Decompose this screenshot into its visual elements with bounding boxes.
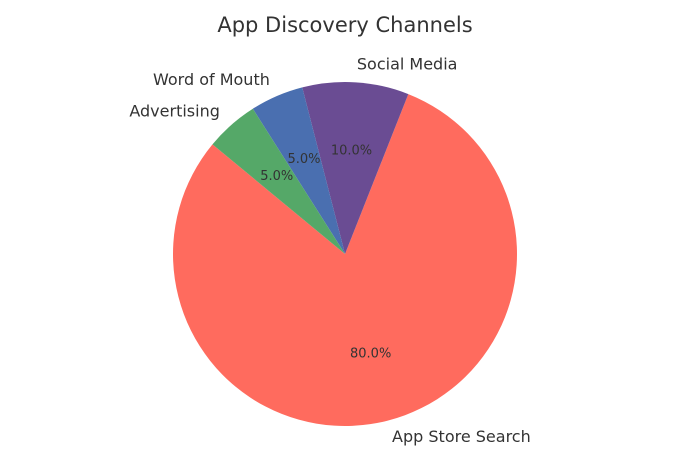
slice-label: Social Media (357, 55, 458, 74)
percent-label: 10.0% (331, 144, 372, 159)
percent-label: 5.0% (287, 152, 320, 167)
slice-label: Word of Mouth (153, 70, 270, 89)
pie-slice (252, 87, 345, 255)
slice-label: Advertising (129, 102, 220, 121)
pie-slice (212, 108, 345, 254)
pie-slice (173, 94, 518, 427)
pie-slice (302, 82, 409, 255)
chart-title: App Discovery Channels (217, 13, 472, 37)
percent-label: 5.0% (260, 169, 293, 184)
slice-label: App Store Search (392, 427, 531, 446)
percent-label: 80.0% (350, 346, 391, 361)
